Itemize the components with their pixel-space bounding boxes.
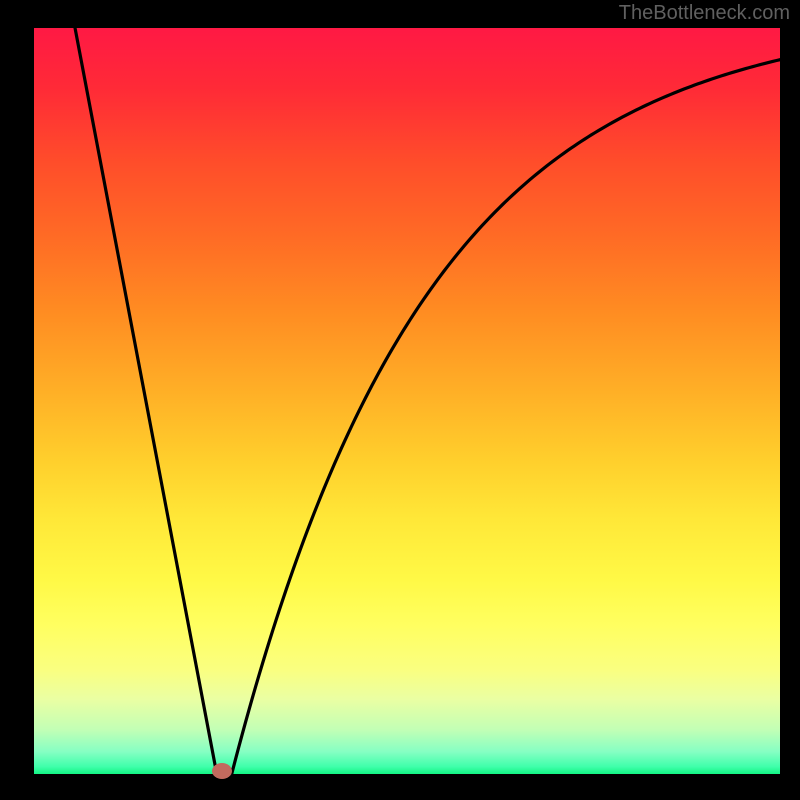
bottleneck-chart-svg xyxy=(0,0,800,800)
bottleneck-chart-container: TheBottleneck.com xyxy=(0,0,800,800)
optimal-point-marker xyxy=(212,763,232,779)
watermark-text: TheBottleneck.com xyxy=(619,2,790,25)
